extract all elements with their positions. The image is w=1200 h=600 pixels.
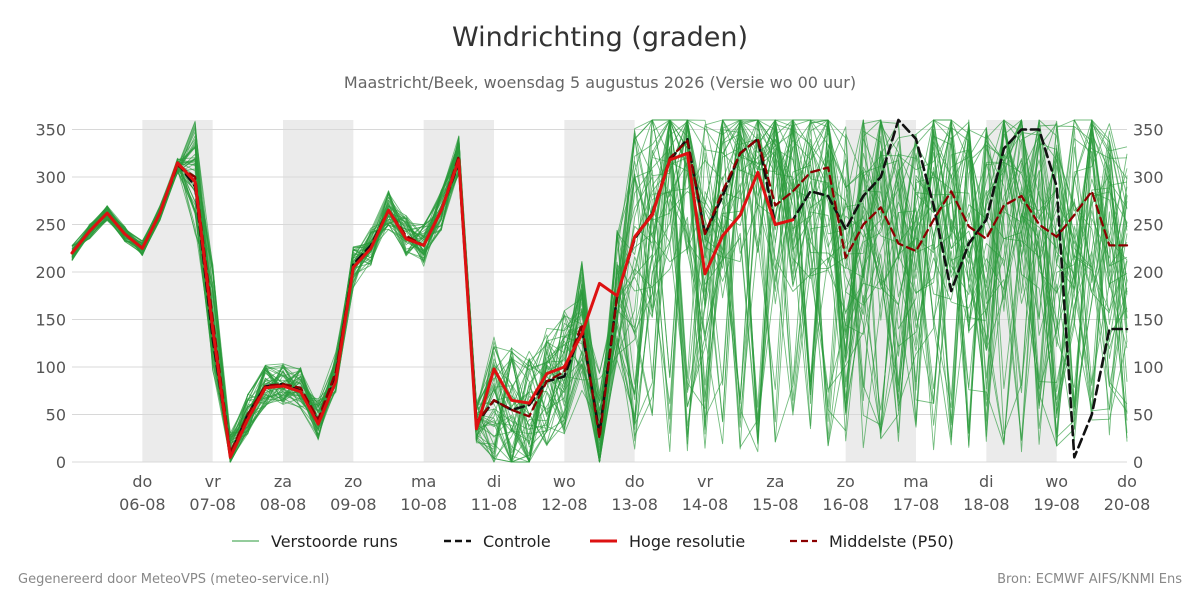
x-tick-date: 20-08 bbox=[1104, 495, 1151, 514]
x-tick-day: ma bbox=[411, 472, 436, 491]
main-series bbox=[70, 118, 1129, 459]
y-tick-label: 200 bbox=[35, 263, 66, 282]
y-tick-label: 50 bbox=[1133, 406, 1153, 425]
x-tick-date: 18-08 bbox=[963, 495, 1010, 514]
x-tick-date: 14-08 bbox=[682, 495, 729, 514]
x-tick-date: 19-08 bbox=[1033, 495, 1080, 514]
y-tick-label: 100 bbox=[35, 358, 66, 377]
x-tick-day: do bbox=[625, 472, 645, 491]
x-tick-day: wo bbox=[1045, 472, 1068, 491]
legend-median-label: Middelste (P50) bbox=[829, 532, 954, 551]
perturbed-run-line bbox=[71, 119, 1128, 463]
y-axis-left: 0 50 100 150 200 250 300 350 bbox=[35, 121, 66, 473]
x-tick-date: 10-08 bbox=[400, 495, 447, 514]
y-axis-right: 0 50 100 150 200 250 300 350 bbox=[1133, 121, 1164, 473]
x-tick-day: di bbox=[979, 472, 994, 491]
y-tick-label: 300 bbox=[35, 168, 66, 187]
x-tick-date: 08-08 bbox=[260, 495, 307, 514]
x-tick-date: 16-08 bbox=[822, 495, 869, 514]
x-tick-day: vr bbox=[697, 472, 713, 491]
footer-source: Bron: ECMWF AIFS/KNMI Ens bbox=[997, 572, 1182, 587]
x-tick-day: vr bbox=[205, 472, 221, 491]
x-tick-date: 17-08 bbox=[893, 495, 940, 514]
y-tick-label: 350 bbox=[1133, 121, 1164, 140]
x-tick-date: 09-08 bbox=[330, 495, 377, 514]
chart-title: Windrichting (graden) bbox=[451, 22, 749, 53]
legend-hires-label: Hoge resolutie bbox=[629, 532, 745, 551]
y-tick-label: 100 bbox=[1133, 358, 1164, 377]
x-tick-date: 11-08 bbox=[471, 495, 518, 514]
footer-generated-by: Gegenereerd door MeteoVPS (meteo-service… bbox=[18, 572, 330, 587]
legend-perturbed-label: Verstoorde runs bbox=[271, 532, 398, 551]
y-tick-label: 300 bbox=[1133, 168, 1164, 187]
x-tick-day: zo bbox=[837, 472, 855, 491]
y-tick-label: 350 bbox=[35, 121, 66, 140]
x-tick-day: za bbox=[274, 472, 292, 491]
x-tick-day: di bbox=[487, 472, 502, 491]
x-tick-date: 12-08 bbox=[541, 495, 588, 514]
x-tick-day: ma bbox=[903, 472, 928, 491]
chart-subtitle: Maastricht/Beek, woensdag 5 augustus 202… bbox=[343, 73, 857, 92]
x-tick-date: 15-08 bbox=[752, 495, 799, 514]
perturbed-run-line bbox=[71, 119, 1128, 463]
y-tick-label: 0 bbox=[56, 453, 66, 472]
x-tick-date: 06-08 bbox=[119, 495, 166, 514]
y-tick-label: 150 bbox=[1133, 311, 1164, 330]
x-tick-date: 13-08 bbox=[611, 495, 658, 514]
legend-control-label: Controle bbox=[483, 532, 551, 551]
x-tick-day: do bbox=[1117, 472, 1137, 491]
x-tick-date: 07-08 bbox=[189, 495, 236, 514]
y-tick-label: 250 bbox=[35, 216, 66, 235]
x-tick-day: za bbox=[766, 472, 784, 491]
y-tick-label: 0 bbox=[1133, 453, 1143, 472]
y-tick-label: 150 bbox=[35, 311, 66, 330]
x-axis: do 06-08 vr 07-08 za 08-08 zo 09-08 ma 10-08 di 11-… bbox=[119, 472, 1150, 514]
x-tick-day: zo bbox=[344, 472, 362, 491]
y-tick-label: 250 bbox=[1133, 216, 1164, 235]
y-tick-label: 200 bbox=[1133, 263, 1164, 282]
y-tick-label: 50 bbox=[46, 406, 66, 425]
hires-line bbox=[70, 151, 795, 459]
x-tick-day: wo bbox=[553, 472, 576, 491]
x-tick-day: do bbox=[132, 472, 152, 491]
legend: Verstoorde runs Controle Hoge resolutie Mid… bbox=[232, 532, 954, 551]
median-line bbox=[70, 137, 1129, 454]
